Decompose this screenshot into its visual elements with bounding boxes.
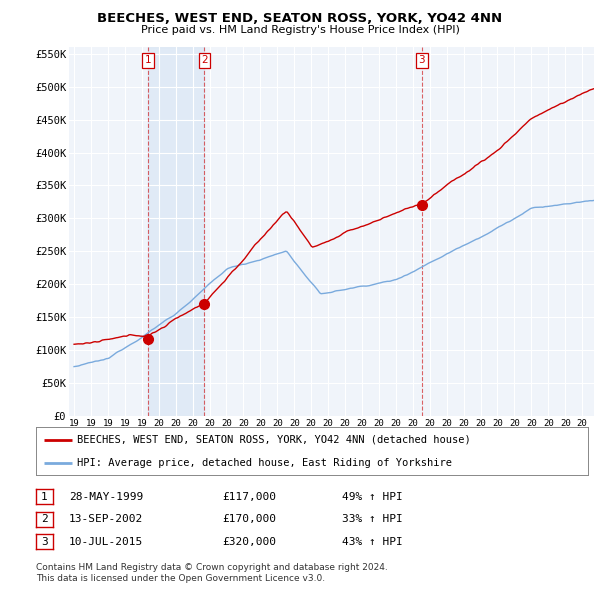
Text: Price paid vs. HM Land Registry's House Price Index (HPI): Price paid vs. HM Land Registry's House … bbox=[140, 25, 460, 35]
Text: 43% ↑ HPI: 43% ↑ HPI bbox=[342, 537, 403, 546]
Text: Contains HM Land Registry data © Crown copyright and database right 2024.: Contains HM Land Registry data © Crown c… bbox=[36, 563, 388, 572]
Text: 33% ↑ HPI: 33% ↑ HPI bbox=[342, 514, 403, 524]
Text: 1: 1 bbox=[41, 492, 48, 502]
Text: 2: 2 bbox=[41, 514, 48, 524]
Text: £117,000: £117,000 bbox=[222, 492, 276, 502]
Text: BEECHES, WEST END, SEATON ROSS, YORK, YO42 4NN: BEECHES, WEST END, SEATON ROSS, YORK, YO… bbox=[97, 12, 503, 25]
Text: £170,000: £170,000 bbox=[222, 514, 276, 524]
Text: 10-JUL-2015: 10-JUL-2015 bbox=[69, 537, 143, 546]
Text: 3: 3 bbox=[418, 55, 425, 65]
Text: 3: 3 bbox=[41, 537, 48, 546]
Text: 13-SEP-2002: 13-SEP-2002 bbox=[69, 514, 143, 524]
Text: BEECHES, WEST END, SEATON ROSS, YORK, YO42 4NN (detached house): BEECHES, WEST END, SEATON ROSS, YORK, YO… bbox=[77, 435, 471, 445]
Text: HPI: Average price, detached house, East Riding of Yorkshire: HPI: Average price, detached house, East… bbox=[77, 458, 452, 468]
Text: 2: 2 bbox=[201, 55, 208, 65]
Text: 1: 1 bbox=[145, 55, 152, 65]
Text: £320,000: £320,000 bbox=[222, 537, 276, 546]
Text: 28-MAY-1999: 28-MAY-1999 bbox=[69, 492, 143, 502]
Text: 49% ↑ HPI: 49% ↑ HPI bbox=[342, 492, 403, 502]
Bar bbox=[148, 47, 205, 416]
Text: This data is licensed under the Open Government Licence v3.0.: This data is licensed under the Open Gov… bbox=[36, 574, 325, 583]
